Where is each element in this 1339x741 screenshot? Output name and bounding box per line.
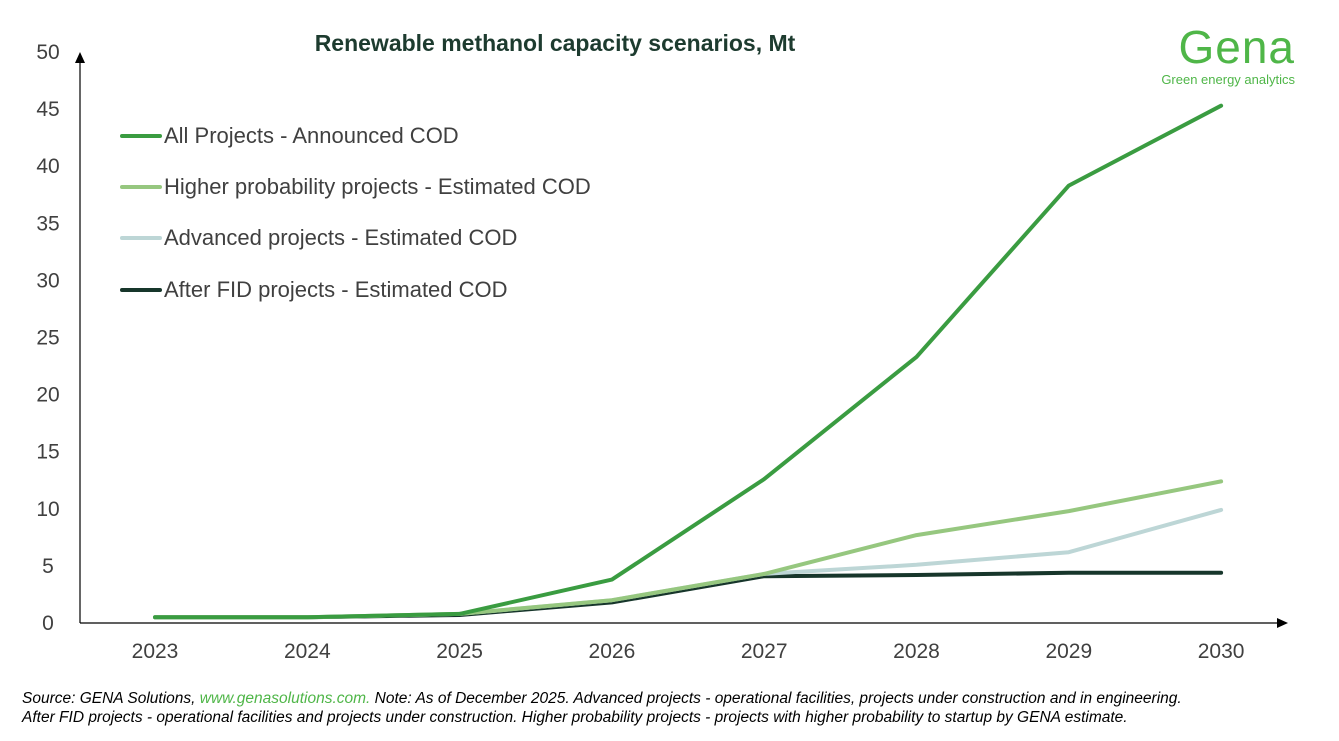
x-tick-label: 2029 — [1045, 640, 1092, 663]
chart-title: Renewable methanol capacity scenarios, M… — [314, 30, 796, 56]
x-tick-label: 2024 — [284, 640, 331, 663]
y-tick-label: 50 — [36, 41, 59, 64]
series-line — [153, 570, 1224, 620]
legend-item-advanced: Advanced projects - Estimated COD — [120, 213, 591, 264]
series-line — [153, 479, 1224, 620]
y-axis-arrow — [75, 52, 85, 63]
x-tick-label: 2027 — [741, 640, 788, 663]
legend-label: After FID projects - Estimated COD — [164, 276, 508, 302]
x-tick-label: 2025 — [436, 640, 483, 663]
source-note-text: Note: As of December 2025. Advanced proj… — [370, 690, 1182, 707]
legend-label: All Projects - Announced COD — [164, 122, 459, 148]
legend-swatch — [120, 287, 162, 292]
legend-item-after-fid: After FID projects - Estimated COD — [120, 264, 591, 315]
y-tick-label: 45 — [36, 98, 59, 121]
x-tick-label: 2026 — [589, 640, 636, 663]
y-tick-label: 10 — [36, 498, 59, 521]
legend-swatch — [120, 185, 162, 190]
source-link[interactable]: www.genasolutions.com. — [199, 690, 371, 707]
x-tick-label: 2030 — [1198, 640, 1245, 663]
series-lines — [153, 103, 1224, 620]
y-tick-label: 35 — [36, 212, 59, 235]
y-tick-label: 15 — [36, 441, 59, 464]
y-tick-label: 25 — [36, 327, 59, 350]
source-note: Source: GENA Solutions, www.genasolution… — [22, 689, 1182, 727]
logo-wordmark: Gena — [1178, 21, 1295, 73]
source-note-line-2: After FID projects - operational facilit… — [22, 709, 1128, 726]
x-tick-label: 2028 — [893, 640, 940, 663]
y-tick-label: 20 — [36, 384, 59, 407]
source-prefix: Source: GENA Solutions, — [22, 690, 200, 707]
x-tick-label: 2023 — [132, 640, 179, 663]
legend-swatch — [120, 133, 162, 138]
y-tick-label: 0 — [42, 612, 54, 635]
source-note-line-1: Source: GENA Solutions, www.genasolution… — [22, 689, 1182, 708]
x-axis-arrow — [1277, 618, 1288, 628]
chart-axes — [75, 52, 1288, 628]
legend-swatch — [120, 236, 162, 241]
y-axis-ticks: 0 5 10 15 20 25 30 35 40 45 50 — [36, 41, 59, 635]
chart-legend: All Projects - Announced COD Higher prob… — [120, 110, 591, 316]
series-line — [153, 507, 1224, 620]
legend-item-all-projects: All Projects - Announced COD — [120, 110, 591, 161]
gena-logo: Gena Green energy analytics — [1161, 24, 1295, 87]
x-axis-ticks: 2023 2024 2025 2026 2027 2028 2029 2030 — [132, 640, 1245, 663]
legend-item-higher-probability: Higher probability projects - Estimated … — [120, 161, 591, 212]
legend-label: Higher probability projects - Estimated … — [164, 174, 591, 200]
y-tick-label: 40 — [36, 155, 59, 178]
y-tick-label: 5 — [42, 555, 54, 578]
series-line — [153, 103, 1224, 620]
logo-tagline: Green energy analytics — [1161, 72, 1295, 87]
legend-label: Advanced projects - Estimated COD — [164, 225, 518, 251]
y-tick-label: 30 — [36, 269, 59, 292]
